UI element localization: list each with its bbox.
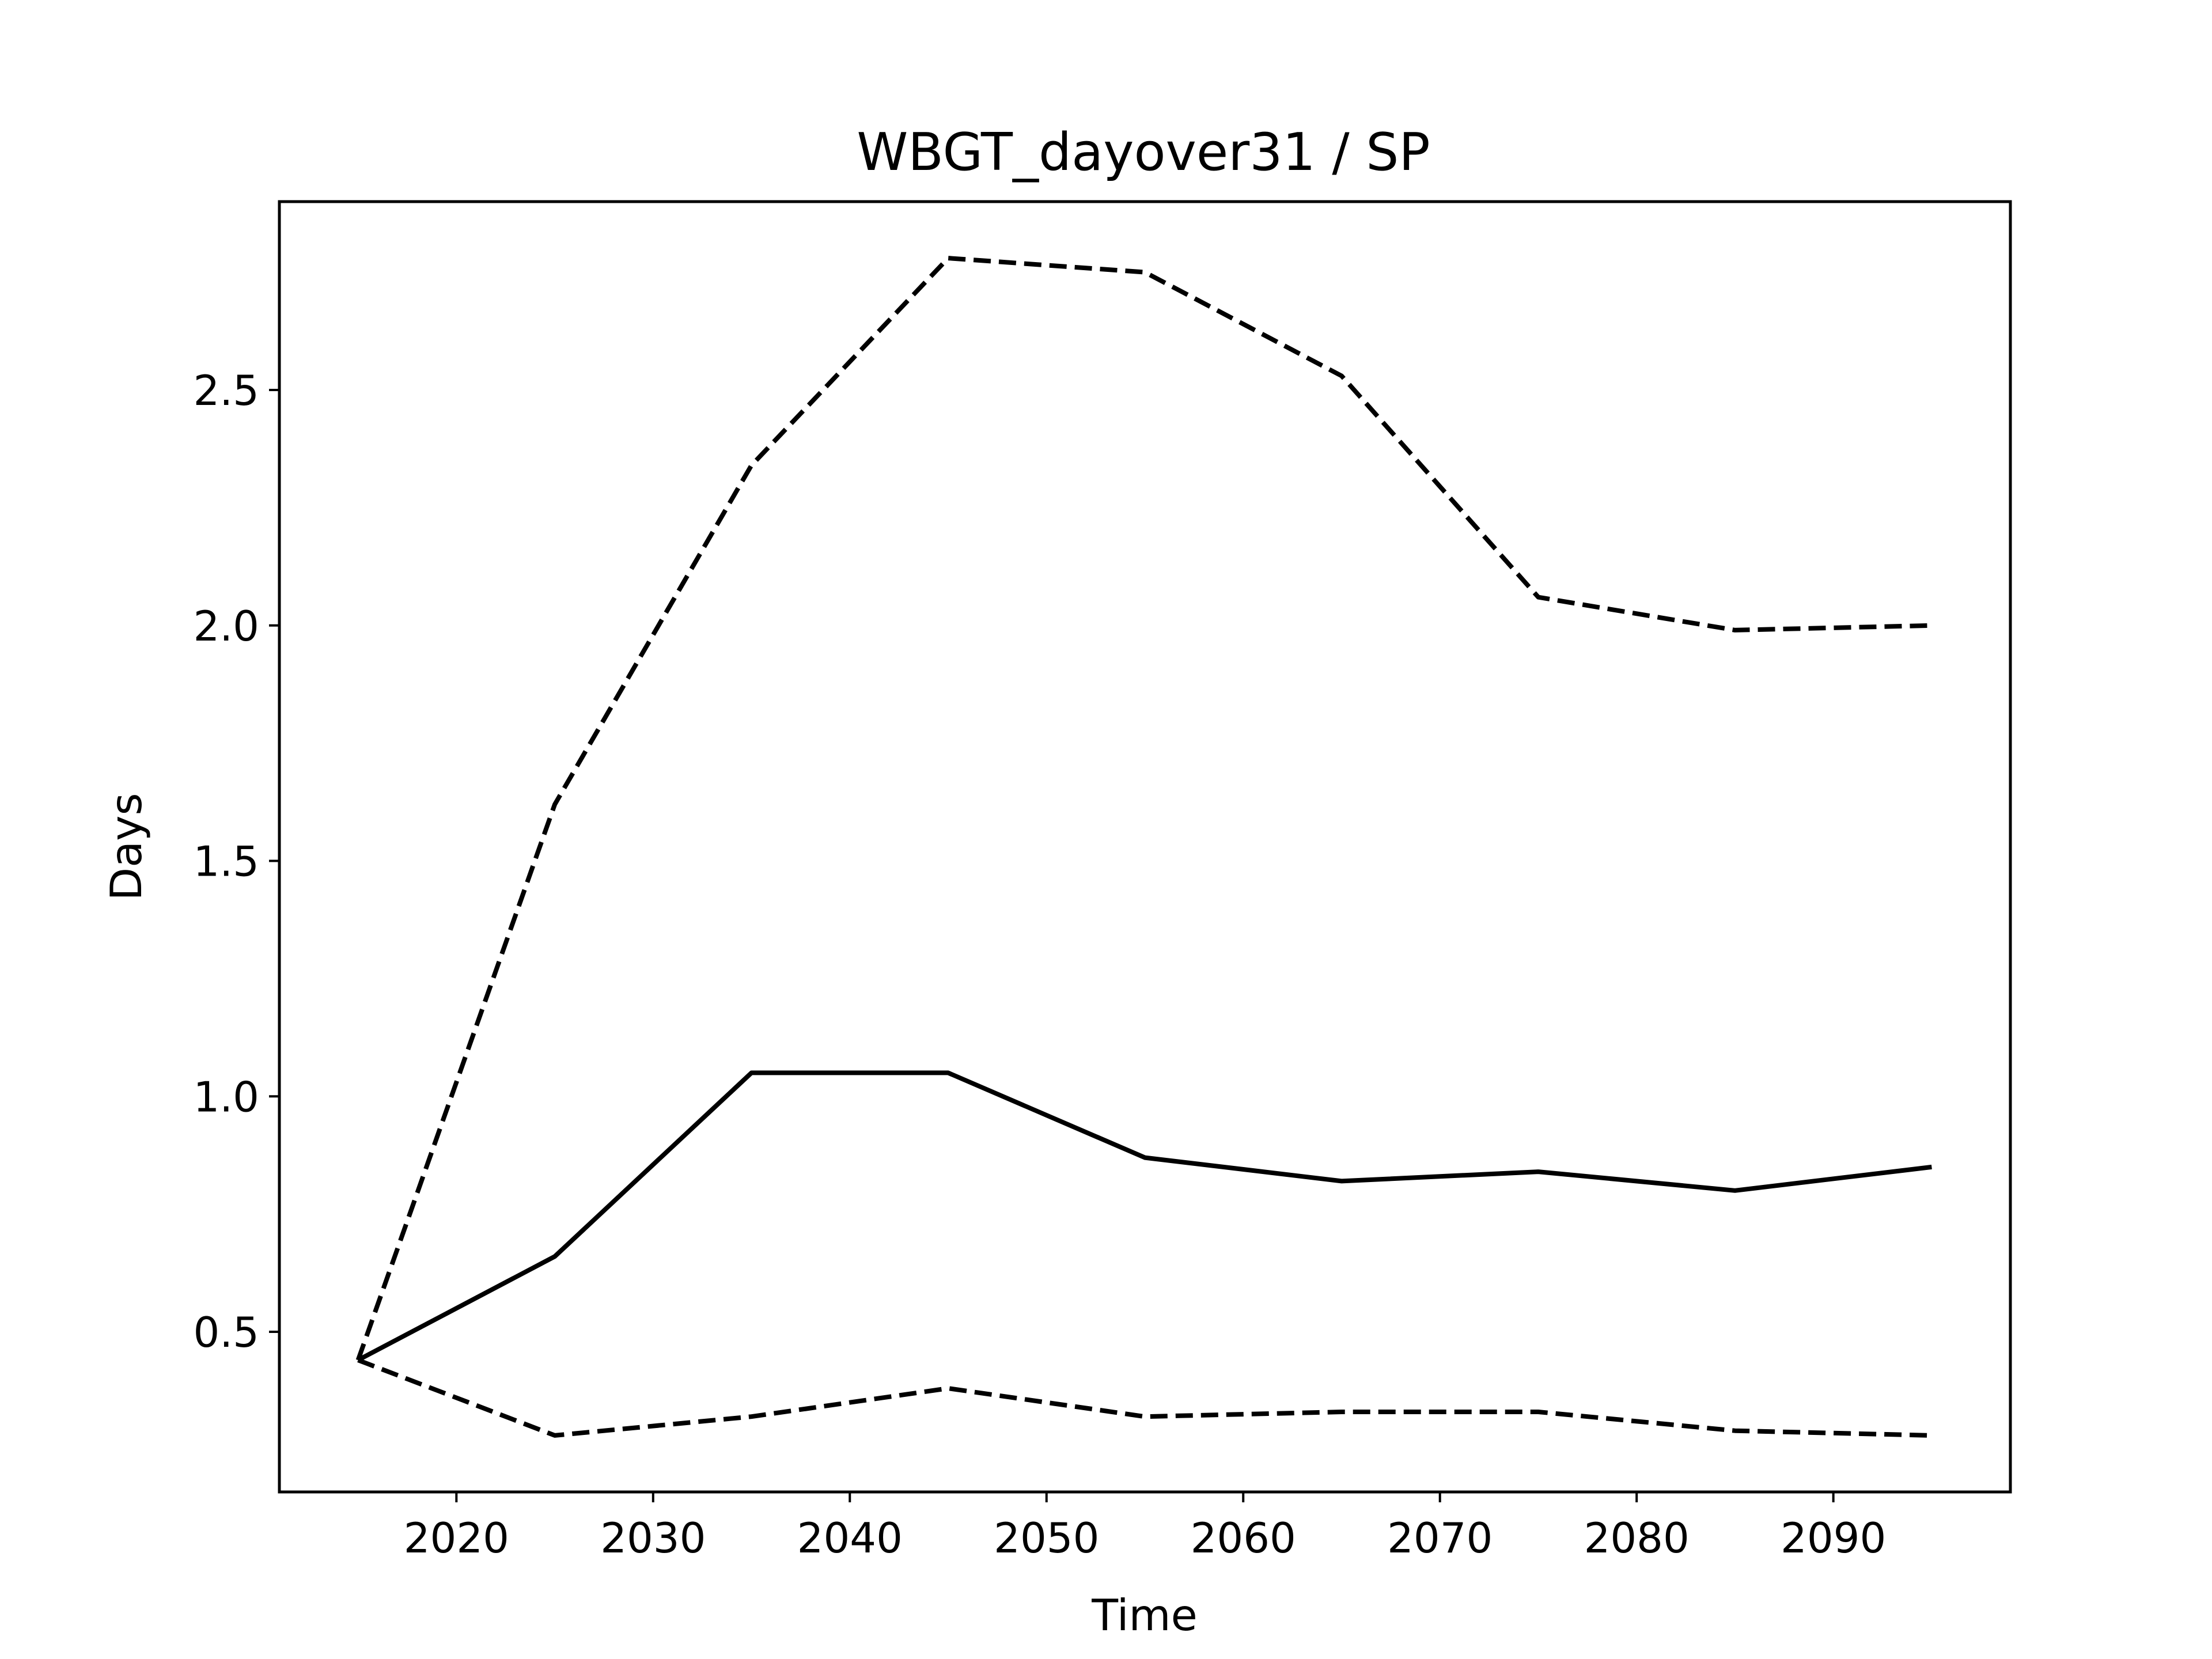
y-tick-label: 1.5 — [193, 838, 259, 886]
x-tick-label: 2070 — [1387, 1514, 1493, 1562]
series-layer — [355, 256, 1932, 1438]
x-tick-label: 2020 — [404, 1514, 509, 1562]
y-axis: 0.5 1.0 1.5 2.0 2.5 — [193, 366, 279, 1357]
series-line-2 — [357, 1070, 1932, 1362]
x-tick-label: 2030 — [600, 1514, 706, 1562]
x-tick-label: 2060 — [1191, 1514, 1296, 1562]
x-tick-label: 2040 — [797, 1514, 903, 1562]
plot-frame — [278, 200, 2012, 1494]
series-line-1 — [355, 256, 1932, 1361]
y-tick-label: 1.0 — [193, 1073, 259, 1121]
x-tick-label: 2090 — [1781, 1514, 1886, 1562]
chart-title: WBGT_dayover31 / SP — [857, 122, 1430, 183]
x-axis: 2020 2030 2040 2050 2060 2070 2080 2090 — [404, 1492, 1886, 1562]
y-tick-label: 2.0 — [193, 602, 259, 650]
y-axis-label: Days — [101, 793, 151, 900]
x-tick-label: 2050 — [994, 1514, 1099, 1562]
series-line-3 — [357, 1358, 1932, 1438]
x-axis-label: Time — [1091, 1590, 1198, 1641]
y-tick-label: 0.5 — [193, 1308, 259, 1357]
x-tick-label: 2080 — [1584, 1514, 1690, 1562]
y-tick-label: 2.5 — [193, 366, 259, 415]
